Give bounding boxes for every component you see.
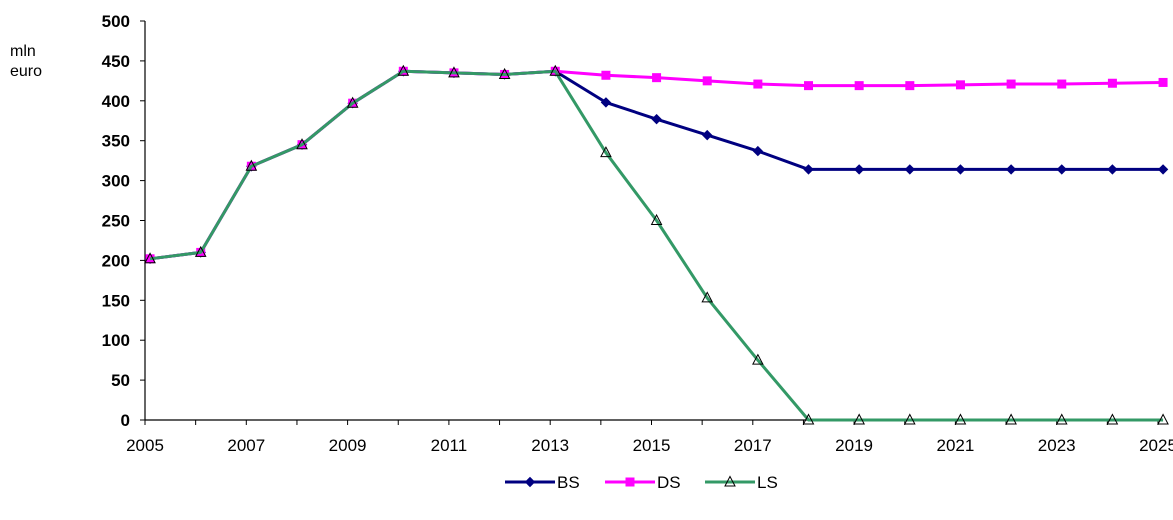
- data-point-ls: [701, 291, 714, 303]
- data-point-bs: [1157, 164, 1169, 175]
- legend-marker: [524, 476, 536, 488]
- data-point-ls: [600, 146, 612, 158]
- data-point-bs: [702, 129, 713, 141]
- x-tick-label: 2009: [329, 436, 367, 455]
- data-point-ls: [954, 413, 967, 425]
- data-point-ds: [804, 81, 814, 91]
- data-point-ls: [498, 67, 511, 79]
- data-point-ls: [650, 213, 663, 225]
- x-tick-label: 2011: [431, 436, 468, 455]
- data-point-ls: [1106, 413, 1119, 425]
- data-point-ls: [448, 66, 460, 78]
- legend-item-ls: LS: [705, 473, 778, 492]
- data-point-ds: [702, 76, 712, 86]
- legend-marker: [724, 475, 736, 487]
- series-ds: [145, 66, 1168, 264]
- data-point-bs: [1107, 164, 1118, 175]
- data-point-ds: [601, 70, 611, 80]
- data-point-ls: [1157, 413, 1169, 425]
- data-point-ls: [194, 245, 207, 257]
- data-point-ds: [1158, 77, 1168, 87]
- x-tick-label: 2015: [633, 436, 671, 455]
- data-point-ls: [752, 353, 764, 365]
- legend-label: BS: [557, 473, 580, 492]
- data-point-bs: [1056, 164, 1067, 175]
- data-point-ls: [1005, 413, 1017, 425]
- y-axis-label: mln euro: [10, 42, 42, 82]
- x-tick-label: 2019: [835, 436, 873, 455]
- data-point-bs: [600, 97, 612, 108]
- y-axis-label-line2: euro: [10, 63, 43, 80]
- data-point-ls: [397, 64, 410, 76]
- y-tick-label: 350: [102, 132, 130, 151]
- data-point-ds: [1006, 79, 1016, 89]
- y-tick-label: 50: [111, 371, 130, 390]
- data-point-ls: [144, 252, 156, 264]
- data-point-ds: [1107, 78, 1117, 88]
- data-point-ls: [296, 138, 308, 150]
- y-tick-label: 0: [121, 411, 130, 430]
- y-tick-label: 200: [102, 251, 130, 270]
- data-point-ls: [549, 64, 562, 76]
- legend-label: DS: [657, 473, 681, 492]
- data-point-bs: [803, 164, 814, 175]
- data-point-ls: [245, 159, 258, 171]
- data-point-ds: [905, 81, 915, 91]
- x-tick-label: 2025: [1139, 436, 1173, 455]
- y-tick-label: 100: [102, 331, 130, 350]
- data-point-ds: [753, 79, 763, 89]
- x-tick-label: 2013: [531, 436, 569, 455]
- legend-item-ds: DS: [605, 473, 681, 492]
- series-line-ls: [149, 69, 1164, 422]
- x-tick-label: 2007: [227, 436, 265, 455]
- legend-item-bs: BS: [505, 473, 580, 492]
- data-point-ls: [346, 96, 359, 108]
- series-bs: [144, 66, 1169, 265]
- data-point-bs: [752, 145, 764, 157]
- data-point-ds: [854, 81, 864, 91]
- series-lines: [144, 64, 1169, 425]
- data-point-bs: [1005, 164, 1017, 175]
- data-point-ls: [802, 413, 815, 425]
- x-axis-ticks: 2005 2007 2009 2011 2013 2015 2017 2019 2021 2023…: [126, 420, 1173, 455]
- x-tick-label: 2023: [1038, 436, 1076, 455]
- chart-axes: [144, 21, 1158, 421]
- data-point-bs: [904, 164, 916, 175]
- data-point-bs: [853, 164, 865, 175]
- y-tick-label: 300: [102, 172, 130, 191]
- data-point-bs: [651, 113, 662, 125]
- y-tick-label: 450: [102, 52, 130, 71]
- x-tick-label: 2005: [126, 436, 164, 455]
- legend-marker: [625, 477, 635, 487]
- legend-label: LS: [757, 473, 778, 492]
- y-axis-label-line1: mln: [10, 43, 36, 60]
- y-axis-ticks: 0 50 100 150 200 250 300 350 400 450 500: [102, 12, 145, 430]
- x-tick-label: 2021: [936, 436, 974, 455]
- x-tick-label: 2017: [734, 436, 772, 455]
- y-tick-label: 500: [102, 12, 130, 31]
- data-point-ds: [652, 73, 662, 83]
- data-point-bs: [955, 164, 966, 175]
- data-point-ds: [1057, 79, 1067, 89]
- data-point-ls: [853, 413, 865, 425]
- data-point-ls: [903, 413, 916, 425]
- data-point-ls: [1055, 413, 1068, 425]
- series-ls: [144, 64, 1169, 425]
- y-tick-label: 400: [102, 92, 130, 111]
- y-tick-label: 150: [102, 291, 130, 310]
- y-tick-label: 250: [102, 212, 130, 231]
- data-point-ds: [955, 80, 965, 90]
- legend: BS DS LS: [505, 473, 778, 492]
